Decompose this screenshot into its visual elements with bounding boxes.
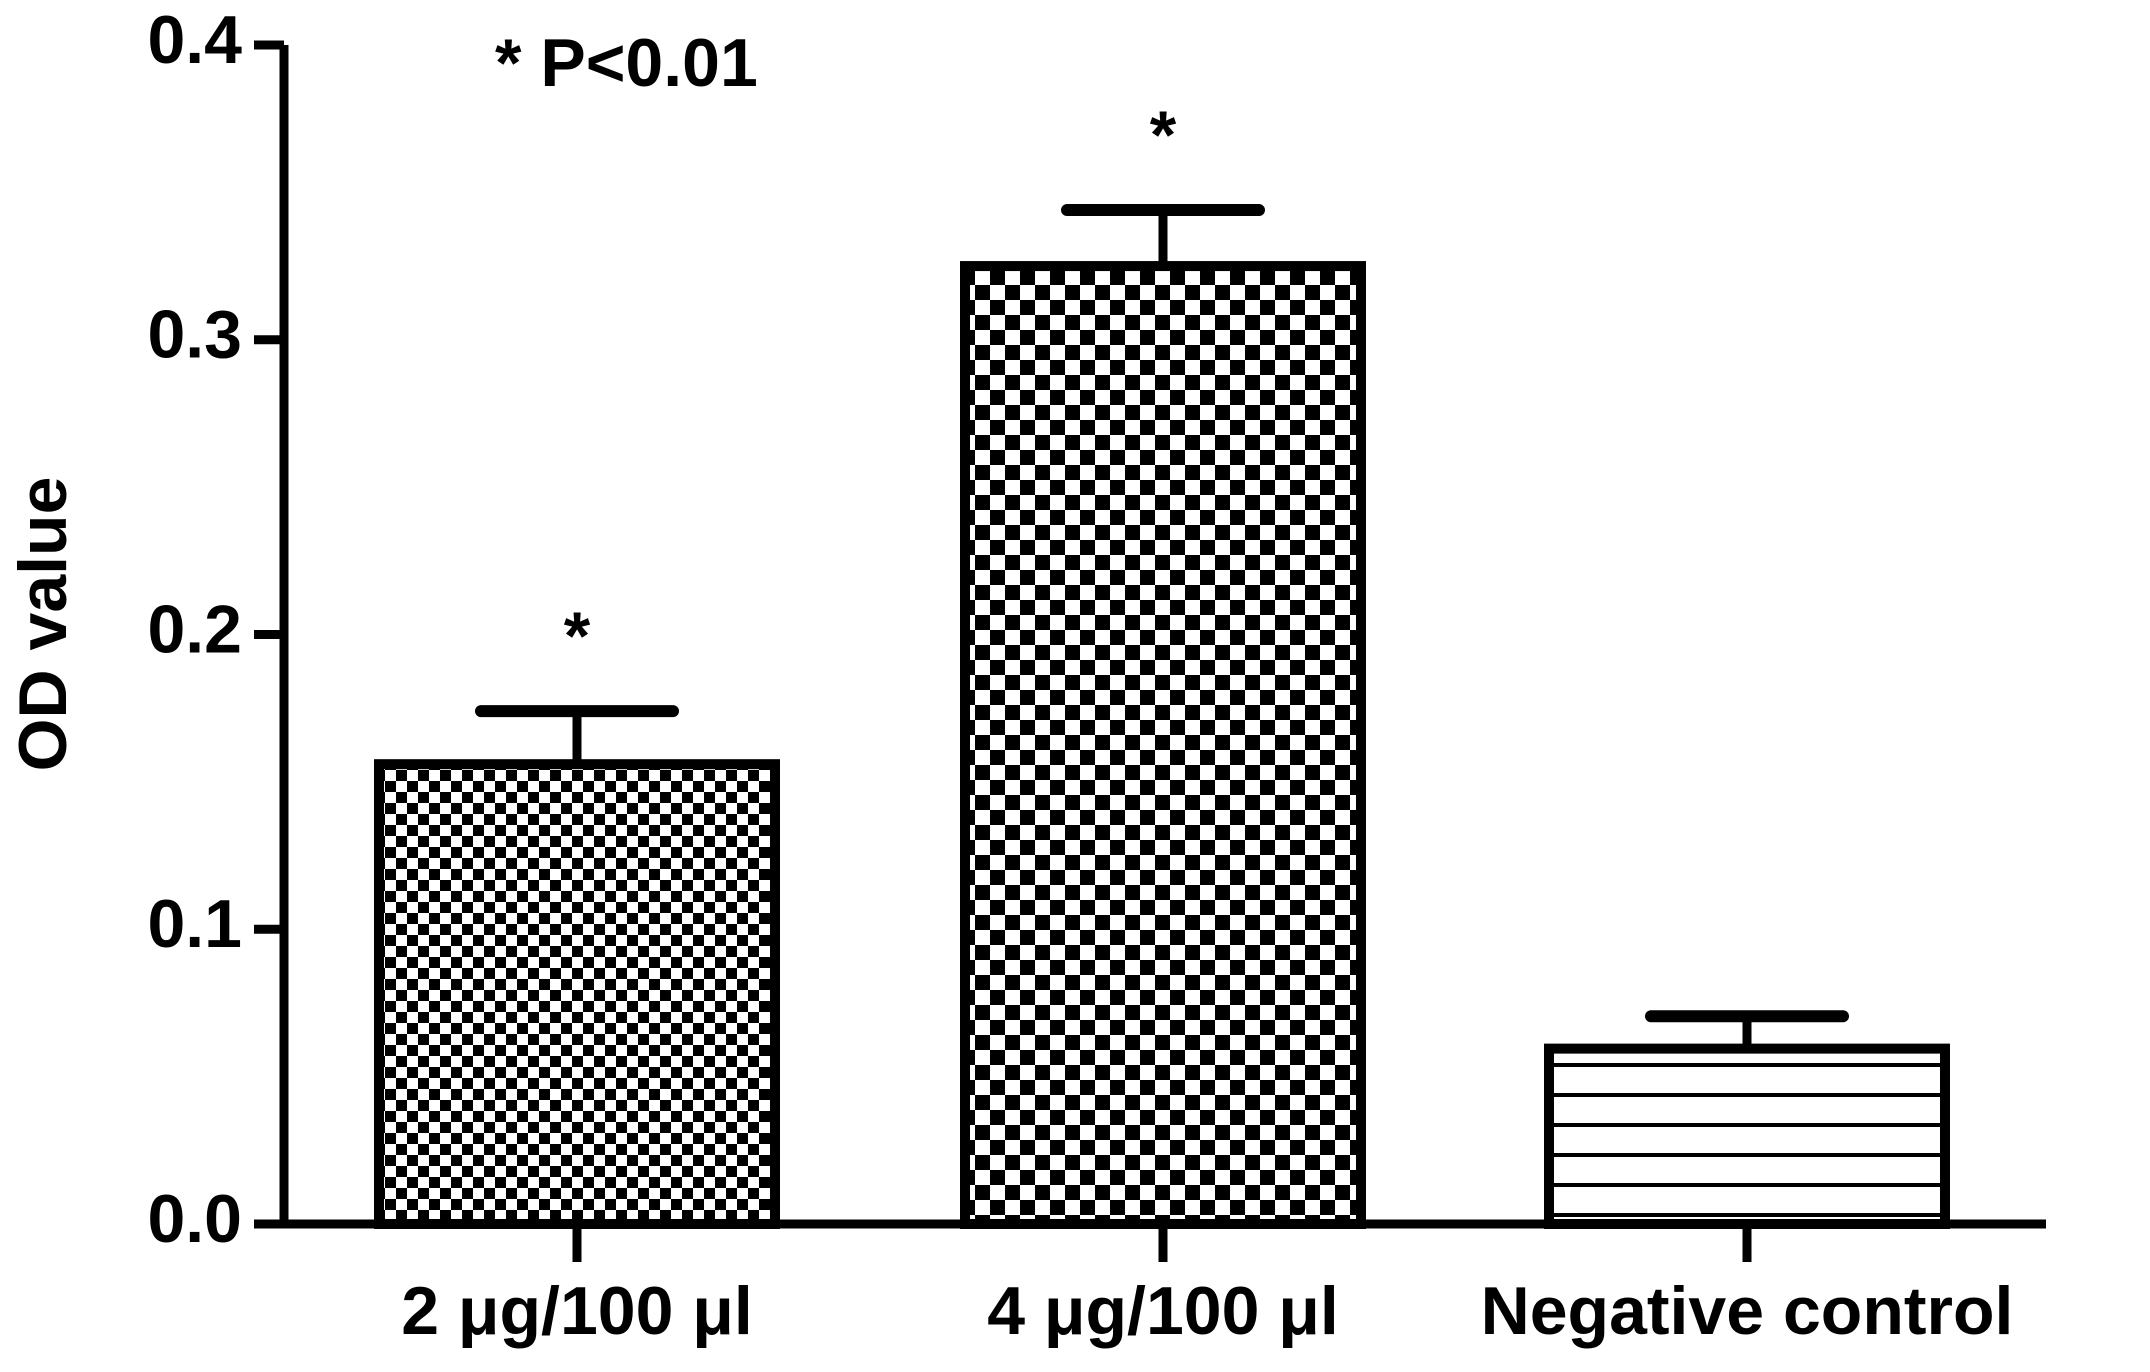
significance-mark: * xyxy=(1150,97,1177,173)
x-tick-label: 4 μg/100 μl xyxy=(987,1273,1339,1349)
x-tick-label: Negative control xyxy=(1481,1273,2014,1349)
bar xyxy=(374,759,780,1229)
bar xyxy=(960,261,1366,1229)
y-axis-title: OD value xyxy=(5,477,81,772)
significance-mark: * xyxy=(564,598,591,674)
y-tick-label: 0.4 xyxy=(147,2,242,78)
y-tick-label: 0.2 xyxy=(147,591,242,667)
y-tick-label: 0.1 xyxy=(147,886,242,962)
annotation: * P<0.01 xyxy=(495,25,758,101)
bar xyxy=(1544,1043,1950,1230)
y-tick-label: 0.0 xyxy=(147,1181,242,1257)
x-tick-label: 2 μg/100 μl xyxy=(401,1273,753,1349)
y-tick-label: 0.3 xyxy=(147,297,242,373)
